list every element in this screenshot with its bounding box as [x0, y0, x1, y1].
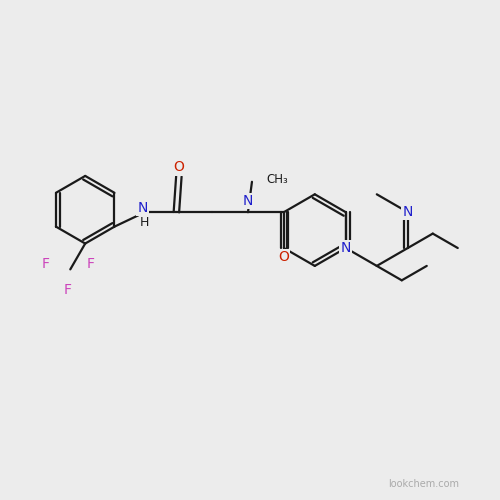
- Text: O: O: [278, 250, 289, 264]
- Text: F: F: [64, 284, 72, 298]
- Text: N: N: [340, 241, 351, 255]
- Text: F: F: [42, 258, 50, 272]
- Text: H: H: [140, 216, 149, 228]
- Text: N: N: [137, 201, 147, 215]
- Text: N: N: [243, 194, 253, 208]
- Text: CH₃: CH₃: [266, 173, 287, 186]
- Text: lookchem.com: lookchem.com: [388, 478, 460, 488]
- Text: N: N: [402, 205, 413, 219]
- Text: F: F: [86, 258, 94, 272]
- Text: O: O: [174, 160, 184, 174]
